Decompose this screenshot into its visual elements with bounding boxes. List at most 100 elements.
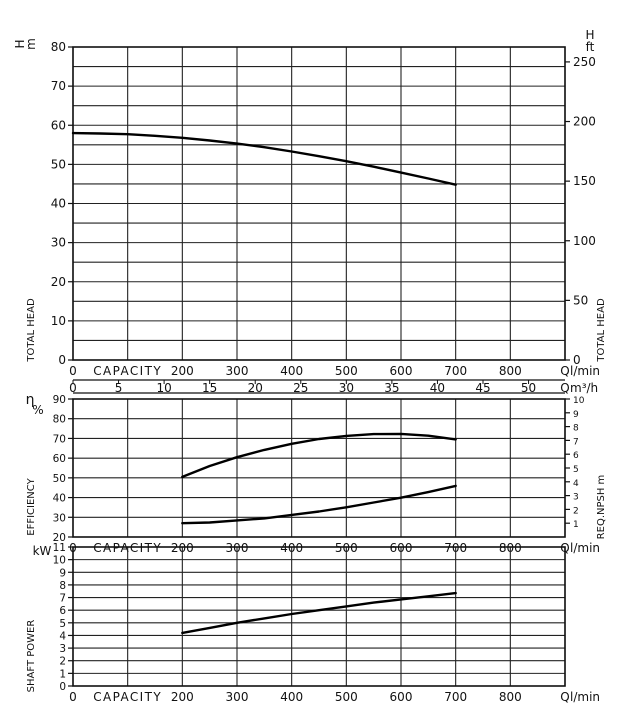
series-line-1 (71, 131, 457, 186)
secondary-tick-label: 10 (156, 381, 171, 395)
y-right-tick-label: 3 (573, 493, 579, 503)
plot-frame (72, 398, 566, 538)
secondary-tick-label: 35 (384, 381, 399, 395)
y-right-tick-label: 250 (573, 55, 596, 69)
y-tick-label: 40 (51, 197, 66, 211)
y-axis-title-left: SHAFT POWER (26, 620, 37, 693)
x-unit-label: l/min (570, 541, 600, 555)
x-tick-label: 500 (335, 690, 358, 704)
y-right-tick-label: 9 (573, 410, 579, 420)
x-tick-label: 0 (69, 690, 77, 704)
secondary-tick-label: 20 (248, 381, 263, 395)
y-tick-label: 8 (59, 580, 66, 592)
x-tick-label: 700 (444, 690, 467, 704)
x-axis-label: CAPACITY (93, 541, 162, 555)
plot-frame (72, 546, 566, 687)
x-tick-label: 400 (280, 690, 303, 704)
y-right-tick-label: 50 (573, 293, 588, 307)
y-unit-right: ft (586, 40, 595, 54)
y-right-tick-label: 5 (573, 465, 579, 475)
y-right-tick-label: 10 (573, 396, 585, 406)
y-tick-label: 50 (53, 473, 66, 485)
x-tick-label: 800 (499, 690, 522, 704)
x-tick-label: 600 (390, 364, 413, 378)
y-tick-label: 10 (51, 314, 66, 328)
x-unit-label: l/min (570, 364, 600, 378)
series-line-2 (181, 484, 457, 525)
y-tick-label: 5 (59, 618, 66, 630)
y-tick-label: 9 (59, 567, 66, 579)
y-tick-label: 6 (59, 605, 66, 617)
y-tick-label: 80 (53, 414, 66, 426)
y-axis-title-right: TOTAL HEAD (596, 298, 607, 363)
y-axis-title-right: REQ.NPSH m (596, 475, 607, 540)
y-right-tick-label: 7 (573, 437, 579, 447)
y-tick-label: 2 (59, 656, 66, 668)
x-tick-label: 300 (226, 690, 249, 704)
y-axis-title-left: TOTAL HEAD (26, 298, 37, 363)
secondary-tick-label: 50 (521, 381, 536, 395)
y-unit-left: kW (33, 544, 52, 558)
x-axis-label: CAPACITY (93, 690, 162, 704)
y-tick-label: 3 (59, 643, 66, 655)
y-tick-label: 70 (53, 433, 66, 445)
y-unit-left: % (32, 403, 43, 417)
y-right-tick-label: 1 (573, 520, 579, 530)
x-unit-label: l/min (570, 690, 600, 704)
y-tick-label: 11 (53, 542, 66, 554)
y-tick-label: 30 (51, 236, 66, 250)
secondary-tick-label: 25 (293, 381, 308, 395)
x-tick-label: 0 (69, 364, 77, 378)
y-unit-symbol-left: H (13, 39, 27, 48)
x-tick-label: Q (560, 690, 569, 704)
x-tick-label: 600 (390, 690, 413, 704)
y-right-tick-label: 6 (573, 451, 579, 461)
secondary-tick-label: 40 (430, 381, 445, 395)
y-axis-title-left: EFFICIENCY (26, 477, 37, 535)
y-tick-label: 1 (59, 668, 66, 680)
secondary-unit-q: Q (560, 381, 569, 395)
y-tick-label: 10 (53, 555, 66, 567)
y-tick-label: 60 (53, 453, 66, 465)
y-tick-label: 30 (53, 512, 66, 524)
y-tick-label: 20 (53, 532, 66, 544)
y-tick-label: 0 (58, 353, 66, 367)
y-right-tick-label: 100 (573, 234, 596, 248)
y-tick-label: 0 (59, 681, 66, 693)
y-tick-label: 4 (59, 630, 66, 642)
y-right-tick-label: 200 (573, 115, 596, 129)
y-tick-label: 90 (53, 394, 66, 406)
y-unit-symbol-right: H (585, 28, 594, 42)
secondary-tick-label: 30 (339, 381, 354, 395)
y-unit-left: m (24, 38, 38, 50)
secondary-tick-label: 5 (115, 381, 123, 395)
secondary-tick-label: 15 (202, 381, 217, 395)
x-tick-label: 800 (499, 364, 522, 378)
y-right-tick-label: 0 (573, 353, 581, 367)
secondary-tick-label: 0 (69, 381, 77, 395)
y-tick-label: 60 (51, 118, 66, 132)
y-right-tick-label: 150 (573, 174, 596, 188)
series-line-1 (181, 591, 457, 635)
y-right-tick-label: 8 (573, 424, 579, 434)
y-right-tick-label: 2 (573, 506, 579, 516)
y-tick-label: 80 (51, 40, 66, 54)
x-tick-label: 700 (444, 364, 467, 378)
y-tick-label: 40 (53, 493, 66, 505)
x-tick-label: 300 (226, 364, 249, 378)
y-tick-label: 70 (51, 79, 66, 93)
series-line-1 (181, 432, 457, 479)
x-tick-label: Q (560, 364, 569, 378)
secondary-tick-label: 45 (475, 381, 490, 395)
y-tick-label: 20 (51, 275, 66, 289)
y-tick-label: 50 (51, 157, 66, 171)
x-axis-label: CAPACITY (93, 364, 162, 378)
x-tick-label: 200 (171, 690, 194, 704)
chart-panel-2: 2030405060708090123456789100200300400500… (26, 392, 607, 555)
x-tick-label: 200 (171, 364, 194, 378)
y-right-tick-label: 4 (573, 479, 579, 489)
y-tick-label: 7 (59, 593, 66, 605)
